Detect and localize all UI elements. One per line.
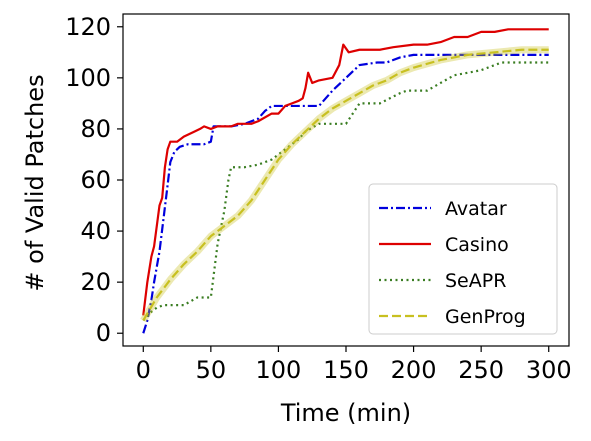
y-tick-label: 60 <box>80 166 111 194</box>
x-axis-ticks: 0 50 100 150 200 250 300 <box>136 346 572 384</box>
legend: Avatar Casino SeAPR GenProg <box>368 183 558 335</box>
x-axis-label: Time (min) <box>280 399 411 427</box>
x-tick-label: 300 <box>526 356 572 384</box>
x-tick-label: 100 <box>256 356 302 384</box>
x-tick-label: 250 <box>458 356 504 384</box>
legend-label-casino: Casino <box>445 234 509 256</box>
y-tick-label: 80 <box>80 115 111 143</box>
y-tick-label: 0 <box>96 319 111 347</box>
y-tick-label: 100 <box>65 64 111 92</box>
plot-area <box>122 13 570 347</box>
y-axis-label: # of Valid Patches <box>21 74 49 291</box>
legend-label-genprog: GenProg <box>445 306 526 328</box>
legend-label-seapr: SeAPR <box>445 270 506 292</box>
series-line-casino <box>142 28 549 316</box>
series-line-avatar <box>142 53 549 334</box>
y-tick-label: 20 <box>80 268 111 296</box>
x-tick-label: 0 <box>136 356 151 384</box>
x-tick-label: 50 <box>196 356 227 384</box>
y-axis-ticks: 0 20 40 60 80 100 120 <box>65 13 123 347</box>
legend-box <box>368 183 558 335</box>
legend-label-avatar: Avatar <box>445 198 507 220</box>
series-line-genprog <box>142 48 549 322</box>
x-tick-label: 150 <box>323 356 369 384</box>
y-tick-label: 120 <box>65 13 111 41</box>
series-line-seapr <box>142 61 549 322</box>
x-tick-label: 200 <box>391 356 437 384</box>
y-tick-label: 40 <box>80 217 111 245</box>
